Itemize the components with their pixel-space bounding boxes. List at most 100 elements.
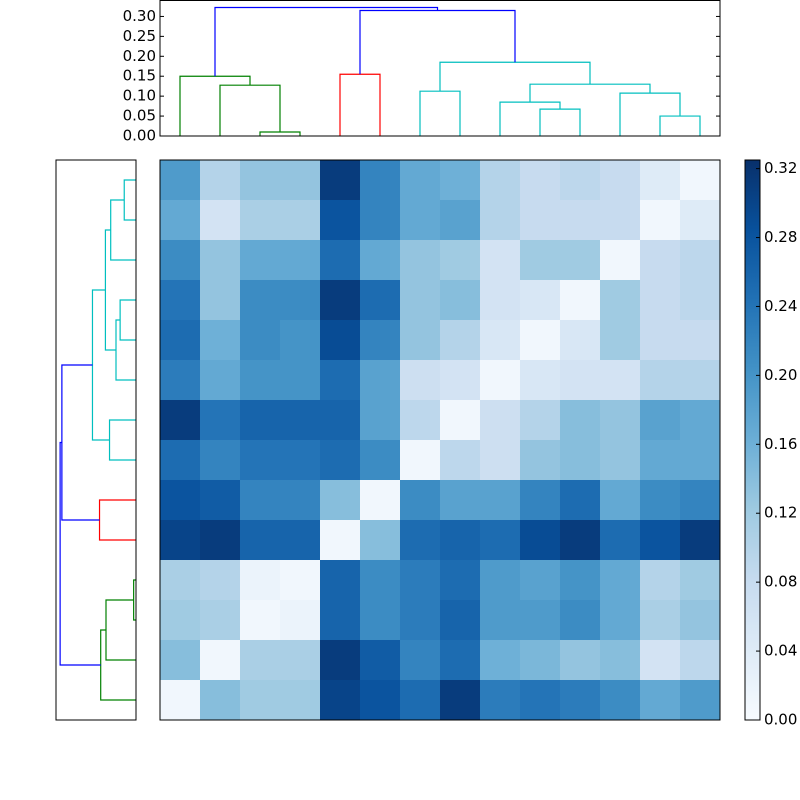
heatmap-cell xyxy=(640,440,681,481)
heatmap-cell xyxy=(600,480,641,521)
heatmap-cell xyxy=(440,160,481,201)
heatmap-cell xyxy=(240,360,281,401)
axes-frame xyxy=(159,0,721,137)
heatmap-cell xyxy=(320,200,361,241)
heatmap-cell xyxy=(280,480,321,521)
heatmap-cell xyxy=(640,320,681,361)
heatmap-cell xyxy=(360,440,401,481)
heatmap-cell xyxy=(360,320,401,361)
heatmap-cell xyxy=(640,240,681,281)
heatmap-cell xyxy=(360,240,401,281)
heatmap-cell xyxy=(520,440,561,481)
heatmap-cell xyxy=(320,160,361,201)
heatmap-cell xyxy=(240,200,281,241)
heatmap-cell xyxy=(160,240,201,281)
heatmap-cell xyxy=(600,640,641,681)
heatmap-cell xyxy=(200,640,241,681)
heatmap-cell xyxy=(320,520,361,561)
heatmap-cell xyxy=(520,520,561,561)
heatmap-cell xyxy=(280,520,321,561)
heatmap-cell xyxy=(680,560,721,601)
colorbar-tick-label: 0.28 xyxy=(764,228,797,246)
dendrogram-link xyxy=(98,499,136,541)
heatmap-cell xyxy=(280,640,321,681)
colorbar-tick-label: 0.08 xyxy=(764,573,797,591)
heatmap-cell xyxy=(360,640,401,681)
heatmap-cell xyxy=(680,360,721,401)
heatmap-cell xyxy=(600,360,641,401)
heatmap-cell xyxy=(280,280,321,321)
heatmap-cell xyxy=(440,200,481,241)
heatmap-cell xyxy=(160,520,201,561)
heatmap-cell xyxy=(600,400,641,441)
heatmap-cell xyxy=(200,600,241,641)
heatmap-cell xyxy=(640,200,681,241)
heatmap-cell xyxy=(680,520,721,561)
colorbar-tick-label: 0.20 xyxy=(764,366,797,384)
heatmap-cell xyxy=(480,640,521,681)
heatmap-cell xyxy=(400,360,441,401)
heatmap-cell xyxy=(680,680,721,721)
heatmap-cell xyxy=(320,680,361,721)
heatmap-cell xyxy=(200,360,241,401)
heatmap-cell xyxy=(240,680,281,721)
heatmap-cell xyxy=(360,360,401,401)
heatmap-cell xyxy=(680,160,721,201)
y-tick-label: 0.25 xyxy=(123,27,156,45)
heatmap-cell xyxy=(440,440,481,481)
heatmap-cell xyxy=(160,640,201,681)
heatmap-cell xyxy=(320,600,361,641)
dendrogram-link xyxy=(108,419,136,461)
heatmap-cell xyxy=(640,480,681,521)
heatmap-cell xyxy=(560,160,601,201)
heatmap-cell xyxy=(560,560,601,601)
heatmap-cell xyxy=(280,320,321,361)
heatmap-cell xyxy=(600,240,641,281)
heatmap-cell xyxy=(640,640,681,681)
heatmap-cell xyxy=(560,360,601,401)
heatmap-cell xyxy=(600,560,641,601)
heatmap-cell xyxy=(440,320,481,361)
heatmap-cell xyxy=(480,480,521,521)
heatmap-cell xyxy=(600,680,641,721)
heatmap-cell xyxy=(440,360,481,401)
heatmap-cell xyxy=(280,360,321,401)
heatmap-cell xyxy=(520,400,561,441)
heatmap-cell xyxy=(400,160,441,201)
heatmap-cell xyxy=(400,400,441,441)
heatmap-cell xyxy=(360,400,401,441)
dendrogram-link xyxy=(529,83,651,103)
heatmap-cell xyxy=(280,680,321,721)
y-tick-label: 0.00 xyxy=(123,127,156,145)
y-tick-label: 0.30 xyxy=(123,7,156,25)
heatmap-cell xyxy=(520,160,561,201)
heatmap-cell xyxy=(160,600,201,641)
colorbar xyxy=(744,159,761,721)
heatmap-cell xyxy=(280,400,321,441)
heatmap-cell xyxy=(240,520,281,561)
y-tick-label: 0.15 xyxy=(123,67,156,85)
heatmap-cell xyxy=(520,560,561,601)
heatmap-cell xyxy=(320,400,361,441)
heatmap-cell xyxy=(440,480,481,521)
heatmap-cell xyxy=(160,680,201,721)
dendrogram-link xyxy=(119,299,136,341)
heatmap-cell xyxy=(640,400,681,441)
colorbar-tick-label: 0.32 xyxy=(764,159,797,177)
colorbar-tick-label: 0.04 xyxy=(764,642,797,660)
dendrogram-link xyxy=(123,179,136,221)
heatmap-cell xyxy=(400,200,441,241)
heatmap-cell xyxy=(200,520,241,561)
dendrogram-link xyxy=(259,131,301,136)
heatmap-cell xyxy=(240,240,281,281)
heatmap-cell xyxy=(480,600,521,641)
heatmap-cell xyxy=(400,640,441,681)
heatmap-cell xyxy=(640,600,681,641)
heatmap-cell xyxy=(400,480,441,521)
heatmap-cell xyxy=(560,240,601,281)
heatmap-cell xyxy=(400,560,441,601)
axes-frame xyxy=(55,159,137,721)
heatmap-cell xyxy=(160,440,201,481)
heatmap-cell xyxy=(680,200,721,241)
colorbar-tick-label: 0.12 xyxy=(764,504,797,522)
